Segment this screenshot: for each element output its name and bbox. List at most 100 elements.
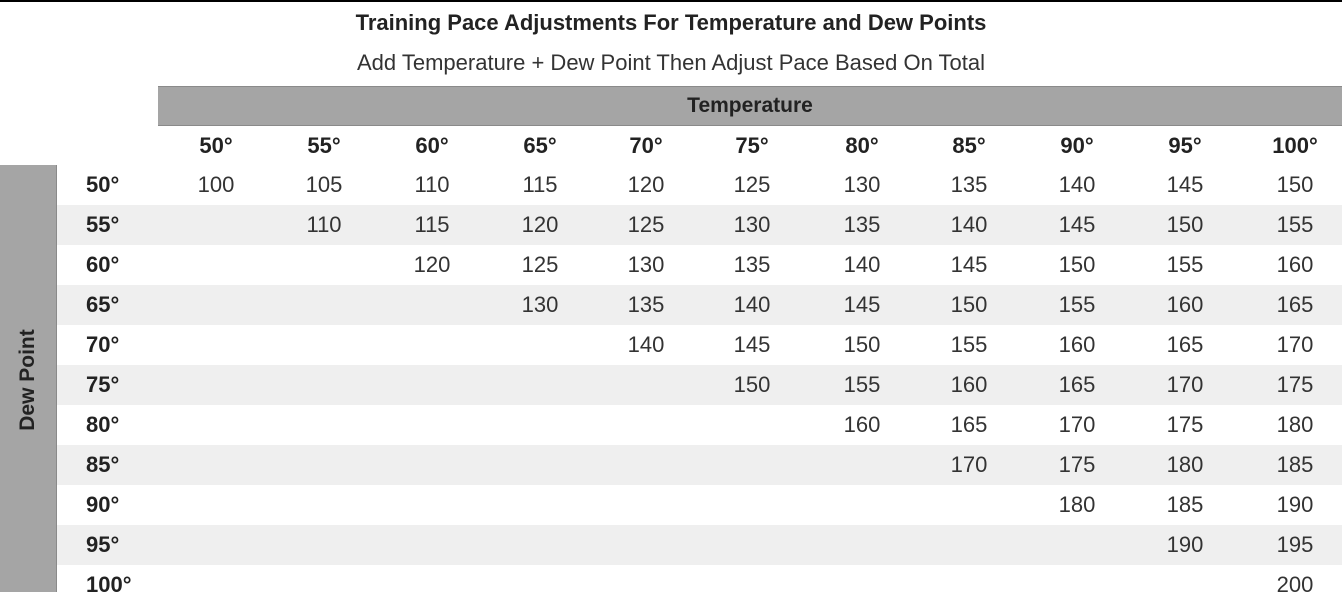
row-header: 85° — [86, 452, 120, 477]
table-row — [57, 205, 1342, 245]
table-cell: 180 — [1058, 492, 1096, 517]
table-cell: 150 — [950, 292, 988, 317]
table-cell: 140 — [950, 212, 988, 237]
table-cell: 100 — [197, 172, 235, 197]
table-cell: 185 — [1166, 492, 1204, 517]
table-cell: 115 — [414, 212, 450, 237]
table-cell: 170 — [1166, 372, 1204, 397]
table-cell: 160 — [1058, 332, 1096, 357]
table-cell: 155 — [950, 332, 988, 357]
column-header: 65° — [523, 133, 557, 158]
table-cell: 135 — [843, 212, 881, 237]
temperature-header-band: Temperature — [158, 86, 1342, 126]
dew-point-label: Dew Point — [16, 329, 39, 431]
table-cell: 120 — [627, 172, 665, 197]
table-cell: 180 — [1276, 412, 1314, 437]
table-cell: 160 — [1276, 252, 1314, 277]
dew-point-header-band — [0, 165, 57, 592]
table-cell: 145 — [733, 332, 771, 357]
table-cell: 160 — [843, 412, 881, 437]
column-header: 100° — [1272, 133, 1318, 158]
table-cell: 130 — [521, 292, 559, 317]
table-cell: 135 — [733, 252, 771, 277]
table-cell: 120 — [521, 212, 559, 237]
table-cell: 160 — [950, 372, 988, 397]
table-row — [57, 445, 1342, 485]
table-cell: 145 — [950, 252, 988, 277]
table-cell: 175 — [1276, 372, 1314, 397]
table-cell: 105 — [305, 172, 343, 197]
table-row — [57, 165, 1342, 205]
table-row — [57, 405, 1342, 445]
column-header: 90° — [1060, 133, 1094, 158]
row-header: 75° — [86, 372, 120, 397]
table-cell: 170 — [950, 452, 988, 477]
table-row — [57, 565, 1342, 605]
table-cell: 125 — [627, 212, 665, 237]
table-cell: 150 — [1276, 172, 1314, 197]
table-cell: 135 — [950, 172, 988, 197]
page-subtitle: Add Temperature + Dew Point Then Adjust … — [357, 50, 985, 75]
table-cell: 145 — [1166, 172, 1204, 197]
table-cell: 140 — [733, 292, 771, 317]
table-cell: 150 — [1166, 212, 1204, 237]
table-cell: 170 — [1058, 412, 1096, 437]
table-cell: 180 — [1166, 452, 1204, 477]
table-cell: 115 — [522, 172, 558, 197]
table-cell: 200 — [1276, 572, 1314, 597]
table-cell: 140 — [1058, 172, 1096, 197]
table-cell: 165 — [1166, 332, 1204, 357]
column-header: 75° — [735, 133, 769, 158]
table-cell: 175 — [1166, 412, 1204, 437]
page-title: Training Pace Adjustments For Temperatur… — [355, 10, 987, 35]
table-cell: 155 — [1276, 212, 1314, 237]
column-header: 80° — [845, 133, 879, 158]
table-cell: 130 — [733, 212, 771, 237]
table-cell: 150 — [843, 332, 881, 357]
table-row — [57, 525, 1342, 565]
table-row — [57, 285, 1342, 325]
table-cell: 140 — [627, 332, 665, 357]
table-row — [57, 485, 1342, 525]
row-header: 95° — [86, 532, 120, 557]
table-cell: 190 — [1166, 532, 1204, 557]
table-row — [57, 245, 1342, 285]
table-cell: 190 — [1276, 492, 1314, 517]
column-header: 85° — [952, 133, 986, 158]
table-cell: 155 — [843, 372, 881, 397]
column-header: 55° — [307, 133, 341, 158]
table-cell: 155 — [1166, 252, 1204, 277]
table-cell: 195 — [1276, 532, 1314, 557]
table-cell: 165 — [950, 412, 988, 437]
table-cell: 120 — [413, 252, 451, 277]
row-header: 100° — [86, 572, 132, 597]
row-header: 80° — [86, 412, 120, 437]
row-header: 90° — [86, 492, 120, 517]
column-header: 95° — [1168, 133, 1202, 158]
column-header: 60° — [415, 133, 449, 158]
row-header: 60° — [86, 252, 120, 277]
table-cell: 175 — [1058, 452, 1096, 477]
table-cell: 125 — [733, 172, 771, 197]
table-cell: 140 — [843, 252, 881, 277]
table-cell: 125 — [521, 252, 559, 277]
column-header: 50° — [199, 133, 233, 158]
row-header: 55° — [86, 212, 120, 237]
column-header: 70° — [629, 133, 663, 158]
table-cell: 110 — [414, 172, 450, 197]
top-border-line — [0, 0, 1342, 2]
table-cell: 145 — [843, 292, 881, 317]
row-header: 70° — [86, 332, 120, 357]
table-cell: 155 — [1058, 292, 1096, 317]
row-header: 65° — [86, 292, 120, 317]
table-cell: 160 — [1166, 292, 1204, 317]
table-cell: 150 — [1058, 252, 1096, 277]
table-cell: 135 — [627, 292, 665, 317]
table-cell: 170 — [1276, 332, 1314, 357]
table-cell: 150 — [733, 372, 771, 397]
table-cell: 165 — [1276, 292, 1314, 317]
table-cell: 185 — [1276, 452, 1314, 477]
table-cell: 110 — [306, 212, 342, 237]
table-cell: 165 — [1058, 372, 1096, 397]
table-row — [57, 325, 1342, 365]
